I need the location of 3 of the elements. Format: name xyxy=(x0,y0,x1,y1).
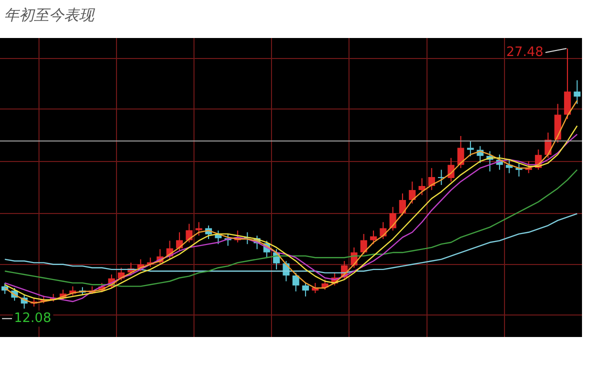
chart-title: 年初至今表现 xyxy=(4,6,94,25)
annotation: 27.48 xyxy=(506,44,544,60)
annotation: 12.08 xyxy=(14,310,52,326)
